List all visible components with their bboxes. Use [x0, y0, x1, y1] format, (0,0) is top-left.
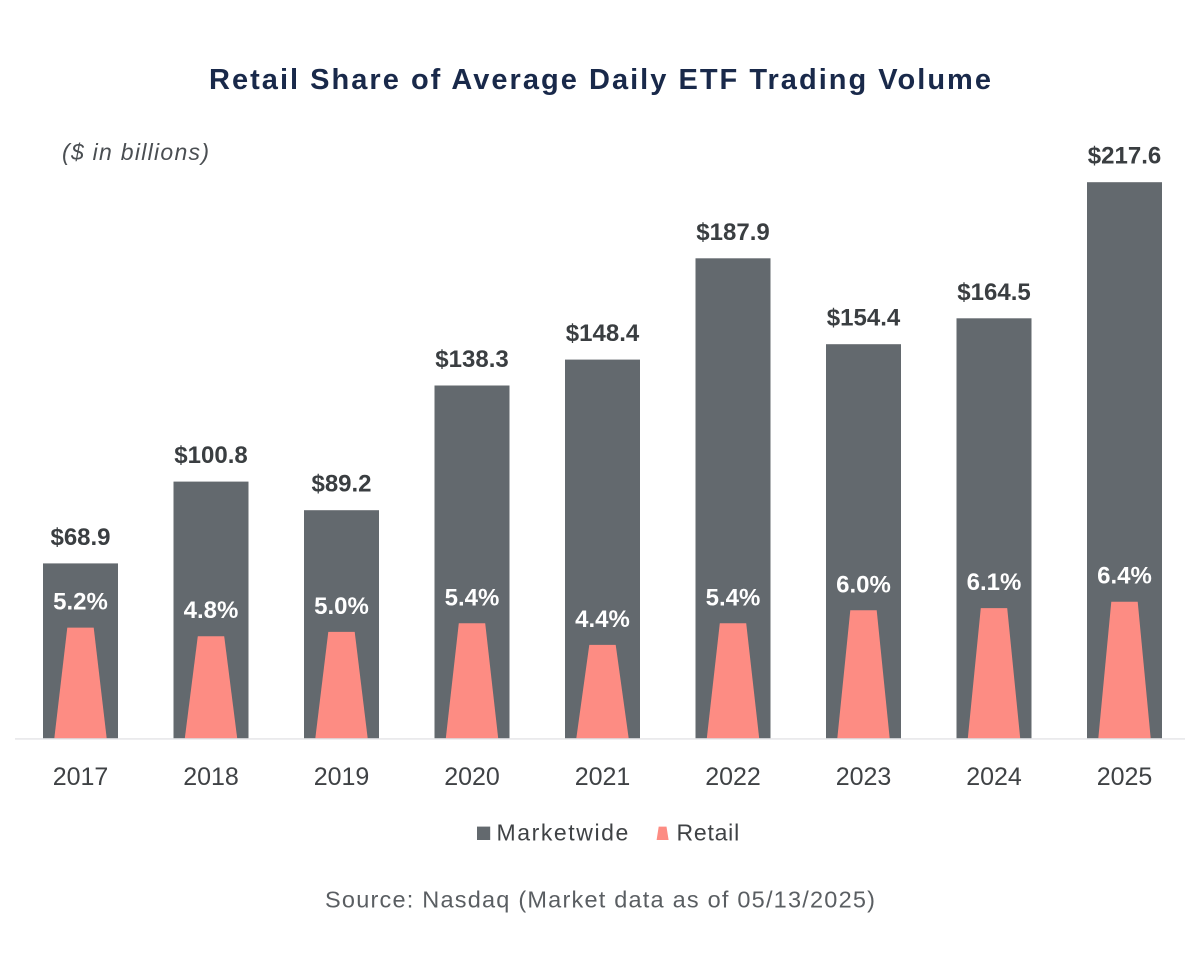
svg-text:Source: Nasdaq (Market data as: Source: Nasdaq (Market data as of 05/13/… [325, 887, 875, 913]
svg-text:5.4%: 5.4% [445, 584, 500, 611]
svg-text:2017: 2017 [53, 763, 109, 791]
svg-text:$154.4: $154.4 [827, 305, 901, 332]
svg-text:4.8%: 4.8% [184, 597, 239, 624]
svg-text:5.4%: 5.4% [706, 584, 761, 611]
svg-text:4.4%: 4.4% [575, 606, 630, 633]
svg-text:5.0%: 5.0% [314, 593, 369, 620]
svg-text:$89.2: $89.2 [311, 471, 371, 498]
svg-text:2021: 2021 [575, 763, 631, 791]
svg-text:2019: 2019 [314, 763, 370, 791]
svg-text:5.2%: 5.2% [53, 589, 108, 616]
svg-text:$217.6: $217.6 [1088, 143, 1161, 170]
svg-text:2025: 2025 [1097, 763, 1153, 791]
svg-text:Marketwide: Marketwide [497, 820, 629, 846]
svg-text:$164.5: $164.5 [957, 279, 1030, 306]
svg-text:$138.3: $138.3 [435, 346, 508, 373]
svg-text:6.1%: 6.1% [967, 569, 1022, 596]
svg-text:2023: 2023 [836, 763, 892, 791]
svg-text:($ in billions): ($ in billions) [62, 139, 209, 165]
svg-text:$68.9: $68.9 [50, 524, 110, 551]
svg-text:2020: 2020 [444, 763, 500, 791]
svg-text:2024: 2024 [966, 763, 1022, 791]
svg-text:Retail: Retail [677, 820, 740, 846]
svg-text:$148.4: $148.4 [566, 320, 640, 347]
svg-text:6.0%: 6.0% [836, 571, 891, 598]
svg-text:2022: 2022 [705, 763, 761, 791]
svg-text:Retail Share of Average Daily: Retail Share of Average Daily ETF Tradin… [209, 64, 991, 96]
svg-text:$187.9: $187.9 [696, 219, 769, 246]
svg-text:$100.8: $100.8 [174, 442, 247, 469]
svg-text:2018: 2018 [183, 763, 239, 791]
svg-text:6.4%: 6.4% [1097, 563, 1152, 590]
